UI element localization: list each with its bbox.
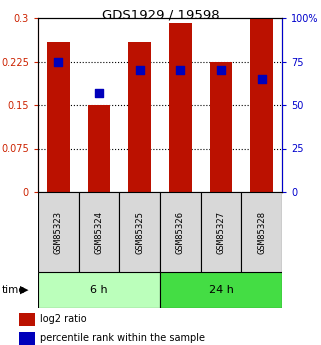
Bar — [128, 42, 151, 192]
Bar — [160, 272, 282, 308]
Bar — [119, 192, 160, 272]
Bar — [210, 61, 232, 192]
Bar — [38, 272, 160, 308]
Text: time: time — [2, 285, 25, 295]
Point — [218, 67, 223, 73]
Text: GSM85324: GSM85324 — [94, 210, 103, 254]
Bar — [88, 105, 110, 192]
Bar — [47, 42, 70, 192]
Text: GDS1929 / 19598: GDS1929 / 19598 — [102, 9, 219, 22]
Text: GSM85328: GSM85328 — [257, 210, 266, 254]
Bar — [19, 313, 35, 326]
Point — [137, 67, 142, 73]
Text: 6 h: 6 h — [90, 285, 108, 295]
Point — [96, 90, 101, 96]
Point — [259, 76, 264, 82]
Bar — [79, 192, 119, 272]
Bar — [201, 192, 241, 272]
Bar — [241, 192, 282, 272]
Text: log2 ratio: log2 ratio — [40, 314, 86, 324]
Text: 24 h: 24 h — [209, 285, 233, 295]
Text: GSM85326: GSM85326 — [176, 210, 185, 254]
Bar — [38, 192, 79, 272]
Bar — [160, 192, 201, 272]
Bar — [250, 18, 273, 192]
Point — [178, 67, 183, 73]
Text: ▶: ▶ — [20, 285, 28, 295]
Text: GSM85325: GSM85325 — [135, 210, 144, 254]
Text: percentile rank within the sample: percentile rank within the sample — [40, 333, 205, 343]
Bar — [19, 332, 35, 345]
Text: GSM85327: GSM85327 — [216, 210, 225, 254]
Point — [56, 59, 61, 64]
Bar — [169, 23, 192, 192]
Text: GSM85323: GSM85323 — [54, 210, 63, 254]
